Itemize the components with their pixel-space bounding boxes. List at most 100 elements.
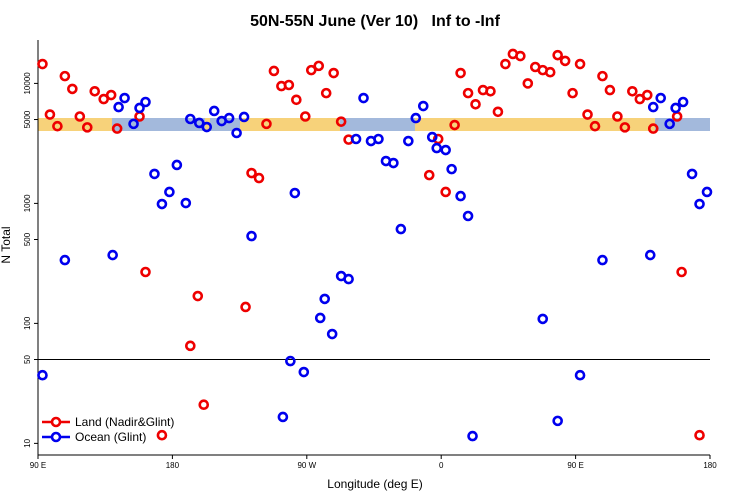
point [470,98,481,110]
point [619,122,631,133]
point [298,366,310,378]
point [231,127,242,139]
point [314,312,326,324]
point [208,105,220,117]
point [59,254,71,266]
point [180,197,192,209]
point [574,58,586,70]
point [198,399,210,411]
point [240,301,251,313]
point [701,186,713,198]
x-axis-label: Longitude (deg E) [327,477,422,491]
point [246,167,257,179]
point [492,106,504,118]
ocean-band [340,118,415,131]
point [582,109,593,120]
point [171,159,183,171]
point [185,340,196,352]
point [238,111,250,123]
point [589,120,601,132]
point [567,87,578,99]
point [119,92,130,104]
point [395,223,407,235]
point [300,111,311,122]
point [647,101,659,113]
point [373,133,384,145]
point [604,84,616,96]
legend-label: Ocean (Glint) [75,430,146,444]
point [559,55,571,67]
point [164,186,175,198]
x-tick-label: 180 [703,461,717,470]
point [113,101,124,113]
point [647,123,659,134]
point [410,112,422,124]
x-tick-label: 180 [166,461,180,470]
point [156,429,168,441]
point [515,50,526,62]
y-tick-label: 10000 [23,72,32,95]
point [291,94,302,106]
point [634,93,646,105]
point [253,172,265,184]
point [192,290,204,302]
point [677,96,689,108]
point [283,79,295,91]
point [140,266,151,278]
point [156,198,168,210]
point [440,186,451,198]
legend-marker [50,416,62,428]
point [74,111,86,122]
point [67,83,78,95]
point [449,119,460,131]
point [641,89,653,101]
point [440,144,451,156]
point [485,85,496,97]
point [289,187,301,199]
point [455,67,466,79]
point [358,92,369,104]
point [326,328,338,340]
point [467,430,478,442]
point [664,118,675,130]
point [44,109,56,120]
point [574,369,586,381]
y-tick-label: 50 [23,355,32,364]
point [89,85,101,97]
point [462,210,474,222]
point [320,87,332,99]
point [149,168,160,180]
ocean-band [112,118,167,131]
point [37,369,48,381]
point [455,190,466,202]
point [37,58,48,70]
point [319,293,331,305]
x-tick-label: 0 [439,461,444,470]
point [686,168,698,180]
point [246,230,257,242]
point [431,142,443,154]
legend-marker [50,431,62,443]
y-axis-label: N Total [0,226,13,263]
point [597,254,608,266]
point [462,87,474,99]
point [403,135,414,147]
point [423,169,435,181]
point [52,120,63,132]
point [644,249,656,261]
point [537,313,549,325]
point [671,111,683,122]
point [134,111,145,122]
point [305,64,317,76]
point [105,89,117,101]
point [350,133,362,145]
point [59,70,71,82]
point [98,93,110,105]
x-tick-label: 90 E [567,461,583,470]
point [268,65,280,77]
point [81,122,93,133]
point [185,113,196,125]
point [201,121,213,133]
point [694,198,705,210]
